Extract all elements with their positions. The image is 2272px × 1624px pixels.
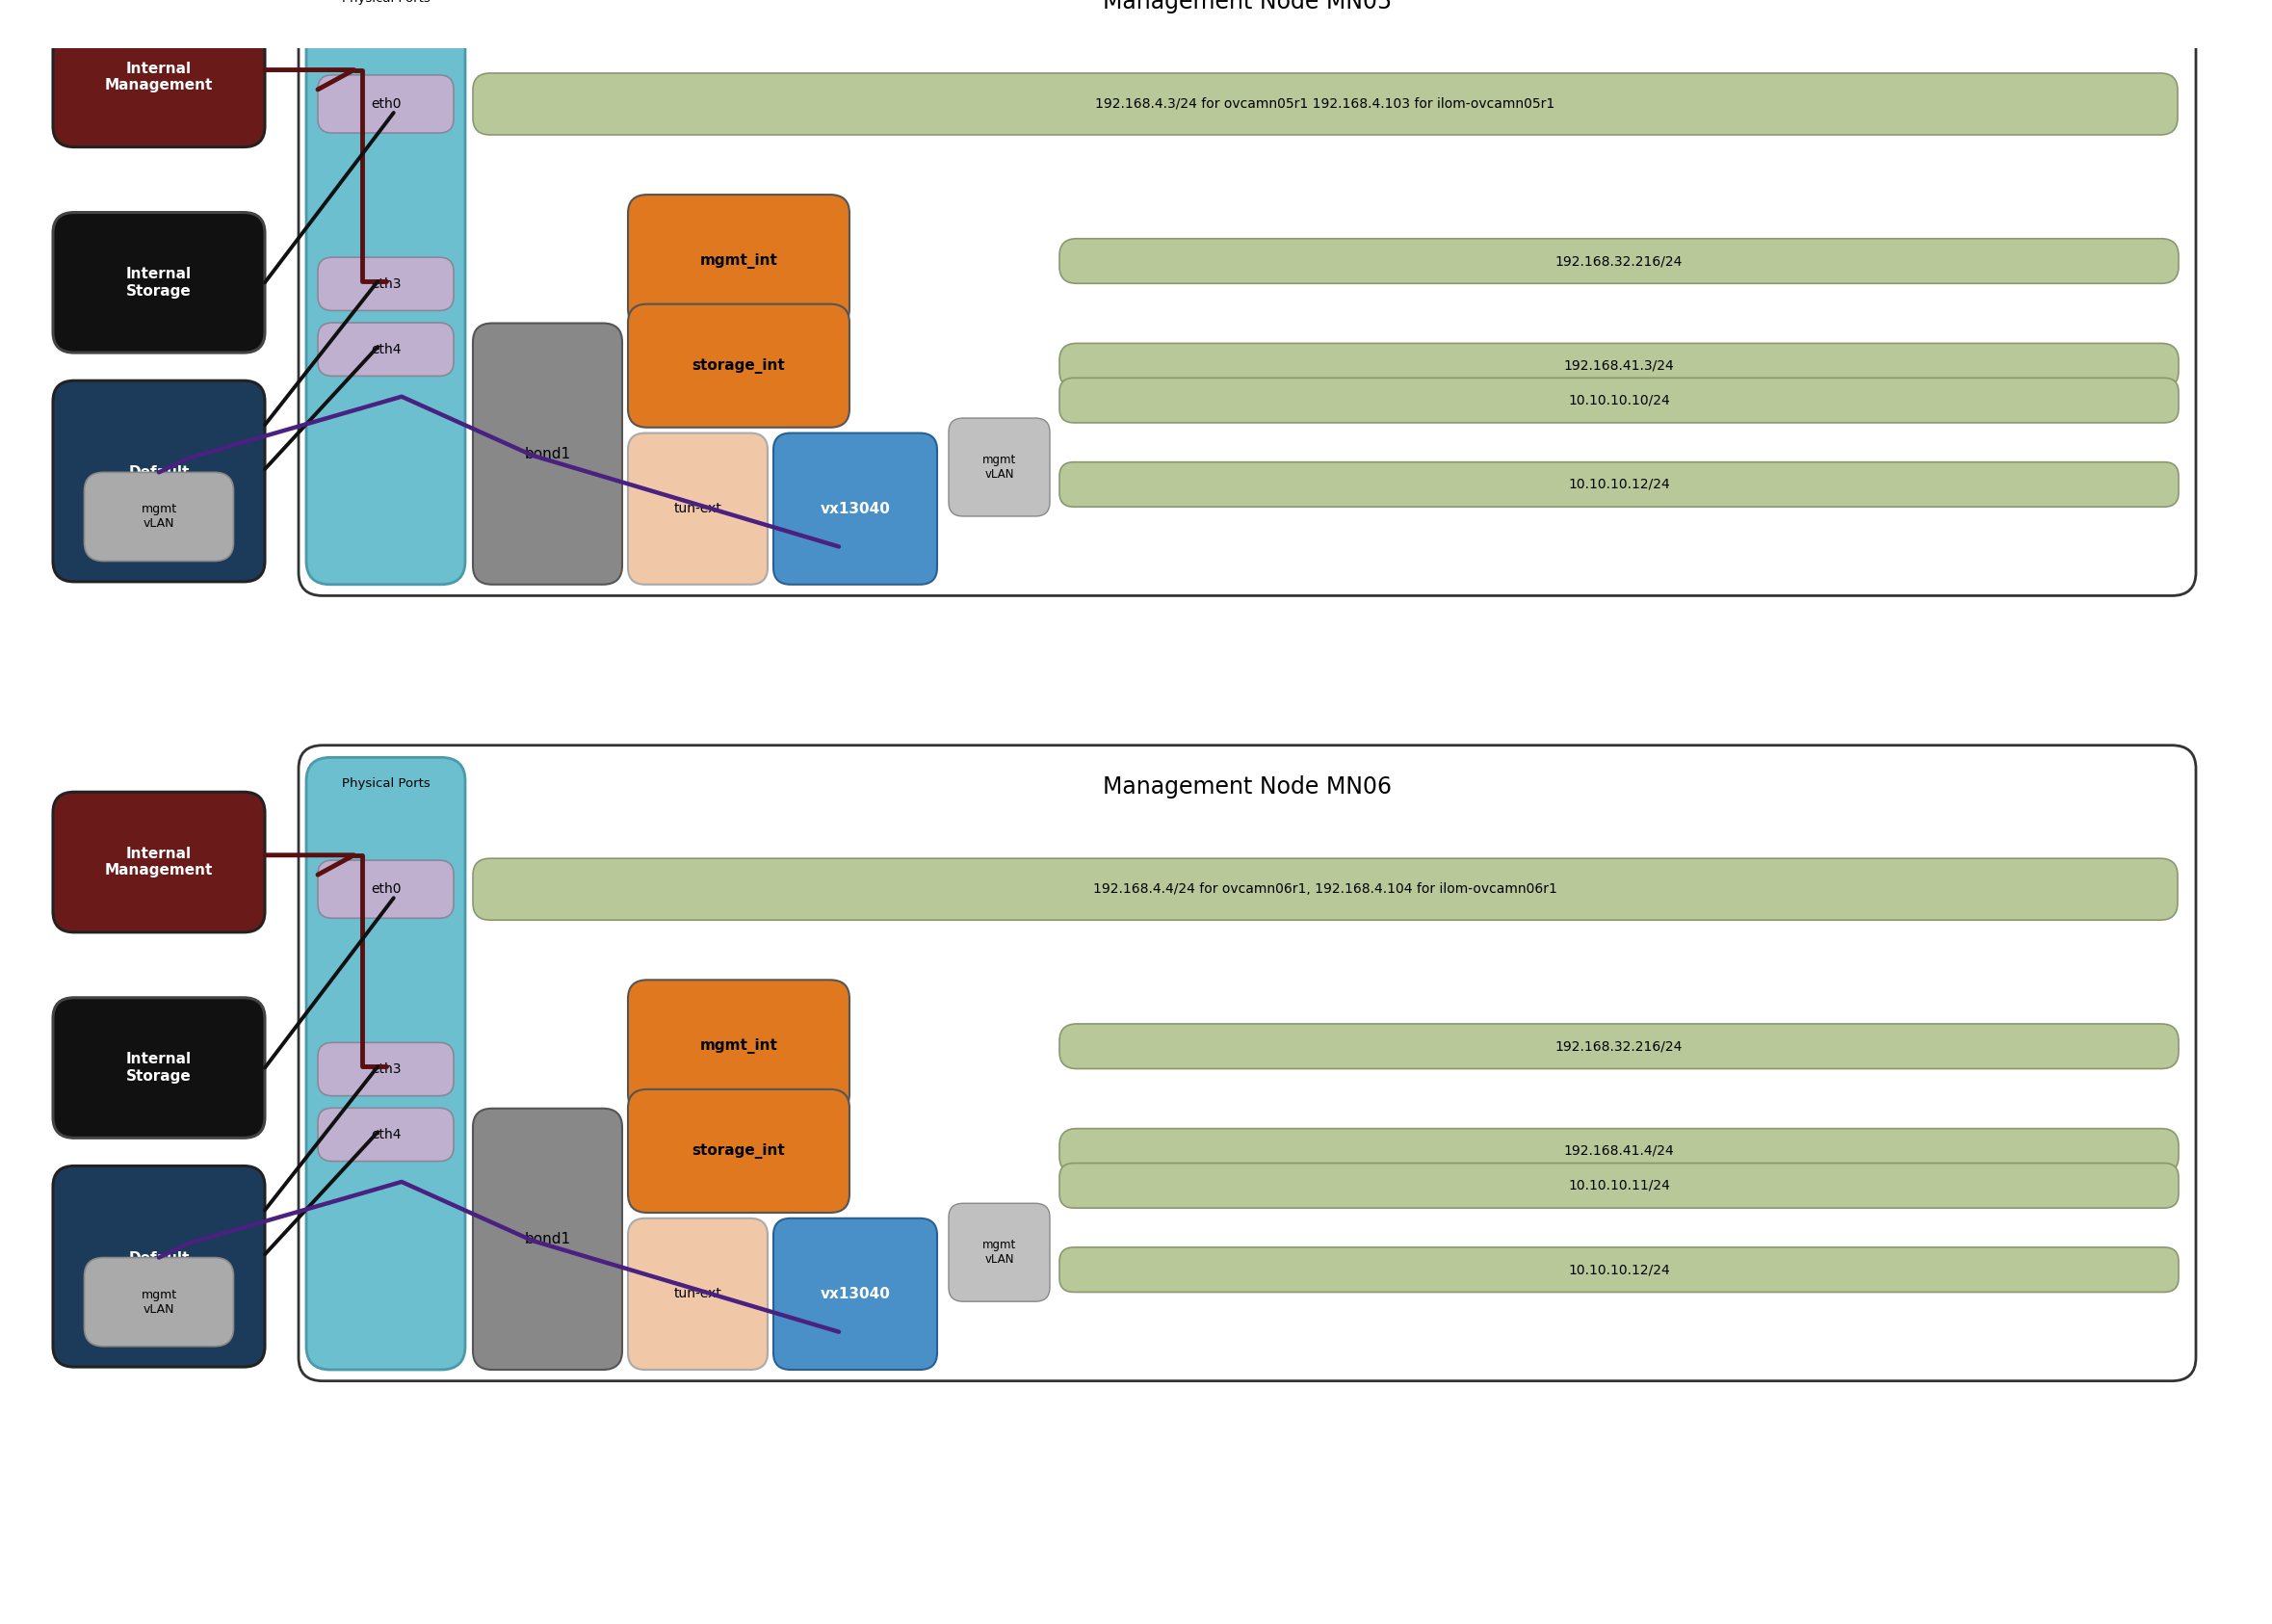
FancyBboxPatch shape [627,195,850,328]
FancyBboxPatch shape [473,323,623,585]
Text: Internal
Storage: Internal Storage [127,266,191,299]
Text: 192.168.4.4/24 for ovcamn06r1, 192.168.4.104 for ilom-ovcamn06r1: 192.168.4.4/24 for ovcamn06r1, 192.168.4… [1093,882,1556,896]
Text: mgmt
vLAN: mgmt vLAN [141,1288,177,1315]
Text: 192.168.41.4/24: 192.168.41.4/24 [1563,1145,1674,1158]
FancyBboxPatch shape [307,757,466,1369]
Text: tun-ext: tun-ext [675,502,722,515]
Text: Internal
Management: Internal Management [105,846,214,877]
FancyBboxPatch shape [52,380,266,581]
Text: eth3: eth3 [370,278,400,291]
Text: Default
External: Default External [125,1250,193,1281]
FancyBboxPatch shape [1059,1129,2179,1174]
FancyBboxPatch shape [1059,461,2179,507]
FancyBboxPatch shape [318,1043,454,1096]
Text: eth4: eth4 [370,343,400,356]
FancyBboxPatch shape [1059,1163,2179,1208]
Text: eth0: eth0 [370,97,400,110]
Text: Internal
Management: Internal Management [105,62,214,93]
Text: bond1: bond1 [525,447,570,461]
Text: 10.10.10.12/24: 10.10.10.12/24 [1568,477,1670,490]
FancyBboxPatch shape [52,793,266,932]
FancyBboxPatch shape [627,434,768,585]
FancyBboxPatch shape [473,1109,623,1369]
Text: 10.10.10.12/24: 10.10.10.12/24 [1568,1263,1670,1276]
Text: storage_int: storage_int [693,357,786,374]
FancyBboxPatch shape [52,1166,266,1367]
Text: mgmt
vLAN: mgmt vLAN [141,503,177,529]
FancyBboxPatch shape [627,1090,850,1213]
FancyBboxPatch shape [84,473,234,562]
Text: 10.10.10.11/24: 10.10.10.11/24 [1568,1179,1670,1192]
Text: eth0: eth0 [370,882,400,896]
Text: eth3: eth3 [370,1062,400,1077]
FancyBboxPatch shape [52,997,266,1138]
Text: mgmt
vLAN: mgmt vLAN [982,453,1016,481]
FancyBboxPatch shape [1059,239,2179,284]
Text: 192.168.4.3/24 for ovcamn05r1 192.168.4.103 for ilom-ovcamn05r1: 192.168.4.3/24 for ovcamn05r1 192.168.4.… [1095,97,1554,110]
FancyBboxPatch shape [950,1203,1050,1301]
Text: Management Node MN05: Management Node MN05 [1102,0,1393,13]
Text: mgmt
vLAN: mgmt vLAN [982,1239,1016,1265]
FancyBboxPatch shape [473,859,2177,921]
FancyBboxPatch shape [627,1218,768,1369]
FancyBboxPatch shape [950,417,1050,516]
FancyBboxPatch shape [627,304,850,427]
Text: Internal
Storage: Internal Storage [127,1052,191,1083]
Text: Physical Ports: Physical Ports [341,0,429,5]
FancyBboxPatch shape [52,213,266,352]
FancyBboxPatch shape [772,434,936,585]
Text: Physical Ports: Physical Ports [341,778,429,789]
FancyBboxPatch shape [298,0,2197,596]
FancyBboxPatch shape [1059,343,2179,388]
FancyBboxPatch shape [318,323,454,377]
FancyBboxPatch shape [473,73,2177,135]
Text: 192.168.32.216/24: 192.168.32.216/24 [1556,1039,1684,1052]
Text: 192.168.32.216/24: 192.168.32.216/24 [1556,255,1684,268]
FancyBboxPatch shape [627,979,850,1112]
Text: tun-ext: tun-ext [675,1288,722,1301]
FancyBboxPatch shape [318,861,454,918]
Text: Default
External: Default External [125,466,193,497]
FancyBboxPatch shape [307,0,466,585]
Text: bond1: bond1 [525,1233,570,1246]
Text: 192.168.41.3/24: 192.168.41.3/24 [1563,359,1674,372]
FancyBboxPatch shape [318,257,454,310]
Text: vx13040: vx13040 [820,502,891,516]
FancyBboxPatch shape [52,6,266,148]
Text: 10.10.10.10/24: 10.10.10.10/24 [1568,393,1670,408]
FancyBboxPatch shape [1059,1023,2179,1069]
Text: vx13040: vx13040 [820,1286,891,1301]
FancyBboxPatch shape [1059,1247,2179,1293]
Text: Management Node MN06: Management Node MN06 [1102,776,1393,799]
Text: eth4: eth4 [370,1129,400,1142]
FancyBboxPatch shape [772,1218,936,1369]
Text: mgmt_int: mgmt_int [700,1039,777,1054]
FancyBboxPatch shape [298,745,2197,1380]
Text: storage_int: storage_int [693,1143,786,1158]
Text: mgmt_int: mgmt_int [700,253,777,268]
FancyBboxPatch shape [318,75,454,133]
FancyBboxPatch shape [1059,378,2179,422]
FancyBboxPatch shape [84,1257,234,1346]
FancyBboxPatch shape [318,1108,454,1161]
